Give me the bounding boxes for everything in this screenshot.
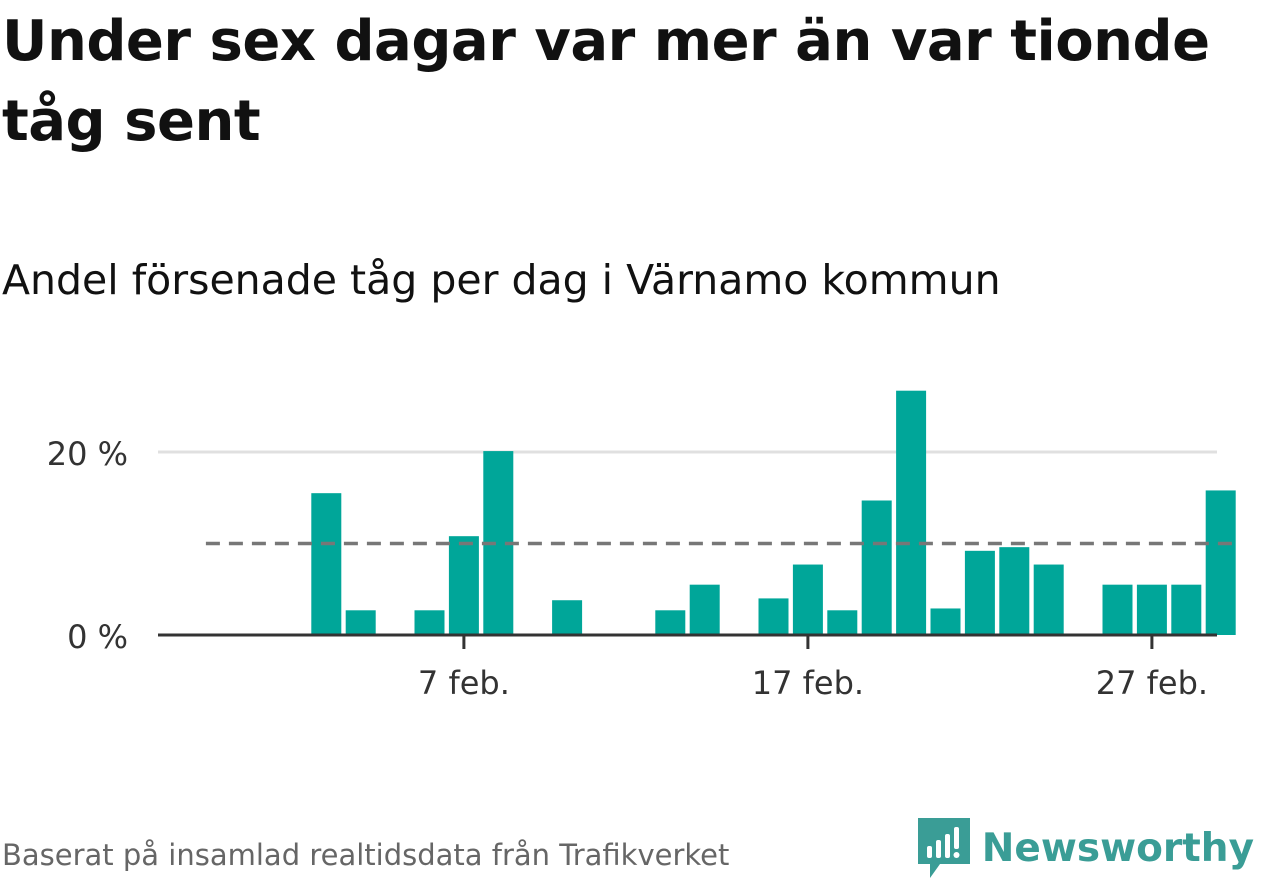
bar (448, 536, 479, 635)
brand: Newsworthy (917, 818, 1254, 878)
bar (1171, 584, 1202, 635)
x-tick-label: 7 feb. (418, 664, 510, 702)
bar (896, 390, 927, 635)
bar (1136, 584, 1167, 635)
bar (552, 600, 583, 635)
bar (345, 610, 376, 635)
bar (964, 550, 995, 635)
bar-chart: 0 % 20 % 7 feb. 17 feb. 27 feb. (47, 390, 1236, 702)
y-tick-label: 0 % (67, 618, 128, 656)
newsworthy-logo-icon (917, 818, 970, 878)
bar (1102, 584, 1133, 635)
bar (999, 547, 1030, 635)
bar (1205, 490, 1236, 635)
y-tick-label: 20 % (47, 435, 128, 473)
bar (414, 610, 445, 635)
bar (792, 564, 823, 635)
chart-title: Under sex dagar var mer än var tionde tå… (2, 9, 1210, 154)
bar (689, 584, 720, 635)
chart-subtitle: Andel försenade tåg per dag i Värnamo ko… (2, 256, 1001, 304)
bar (930, 608, 961, 635)
bar (827, 610, 858, 635)
brand-name: Newsworthy (981, 825, 1254, 871)
bar (861, 500, 892, 635)
bar (1033, 564, 1064, 635)
x-tick-label: 17 feb. (752, 664, 864, 702)
source-note: Baserat på insamlad realtidsdata från Tr… (2, 838, 730, 872)
bar (758, 598, 789, 635)
x-tick-label: 27 feb. (1096, 664, 1208, 702)
bar (311, 493, 342, 635)
bar (655, 610, 686, 635)
